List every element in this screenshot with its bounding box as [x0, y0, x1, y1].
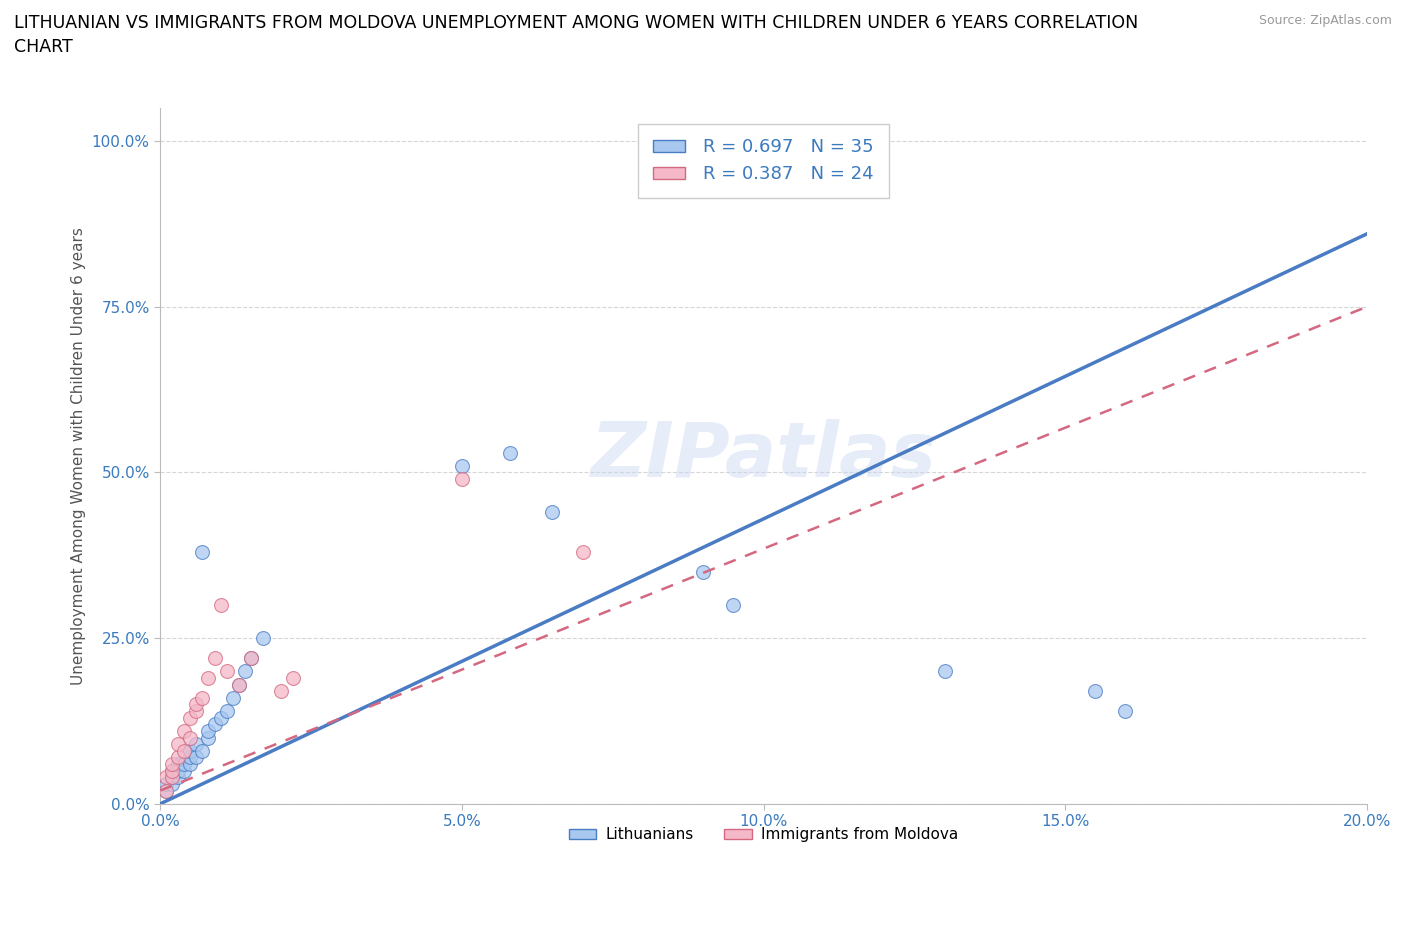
Point	[281, 671, 304, 685]
Point	[167, 737, 190, 751]
Point	[179, 730, 201, 745]
Point	[179, 750, 201, 764]
Point	[186, 697, 208, 711]
Point	[204, 717, 226, 732]
Point	[252, 631, 274, 645]
Point	[179, 757, 201, 772]
Point	[692, 565, 714, 579]
Point	[1084, 684, 1107, 698]
Point	[723, 598, 745, 613]
Point	[204, 651, 226, 666]
Point	[186, 704, 208, 719]
Point	[162, 770, 184, 785]
Point	[162, 764, 184, 778]
Point	[209, 711, 232, 725]
Point	[167, 764, 190, 778]
Point	[167, 750, 190, 764]
Text: ZIPatlas: ZIPatlas	[591, 418, 936, 493]
Point	[571, 545, 593, 560]
Point	[215, 664, 238, 679]
Point	[173, 757, 195, 772]
Point	[197, 671, 219, 685]
Point	[197, 724, 219, 738]
Point	[450, 472, 472, 486]
Point	[239, 651, 262, 666]
Point	[209, 598, 232, 613]
Point	[450, 458, 472, 473]
Point	[167, 757, 190, 772]
Point	[239, 651, 262, 666]
Legend: Lithuanians, Immigrants from Moldova: Lithuanians, Immigrants from Moldova	[562, 821, 965, 848]
Point	[173, 724, 195, 738]
Point	[155, 783, 177, 798]
Point	[221, 690, 243, 705]
Point	[191, 743, 214, 758]
Point	[233, 664, 256, 679]
Point	[173, 743, 195, 758]
Point	[934, 664, 956, 679]
Y-axis label: Unemployment Among Women with Children Under 6 years: Unemployment Among Women with Children U…	[72, 227, 86, 684]
Point	[1114, 704, 1136, 719]
Point	[162, 777, 184, 791]
Text: LITHUANIAN VS IMMIGRANTS FROM MOLDOVA UNEMPLOYMENT AMONG WOMEN WITH CHILDREN UND: LITHUANIAN VS IMMIGRANTS FROM MOLDOVA UN…	[14, 14, 1139, 56]
Point	[155, 777, 177, 791]
Point	[215, 704, 238, 719]
Point	[179, 743, 201, 758]
Point	[541, 505, 564, 520]
Point	[228, 677, 250, 692]
Point	[155, 770, 177, 785]
Point	[270, 684, 292, 698]
Point	[191, 545, 214, 560]
Point	[499, 445, 522, 460]
Point	[197, 730, 219, 745]
Point	[162, 770, 184, 785]
Point	[173, 764, 195, 778]
Text: Source: ZipAtlas.com: Source: ZipAtlas.com	[1258, 14, 1392, 27]
Point	[191, 690, 214, 705]
Point	[179, 711, 201, 725]
Point	[167, 770, 190, 785]
Point	[186, 737, 208, 751]
Point	[155, 783, 177, 798]
Point	[228, 677, 250, 692]
Point	[162, 764, 184, 778]
Point	[162, 757, 184, 772]
Point	[186, 750, 208, 764]
